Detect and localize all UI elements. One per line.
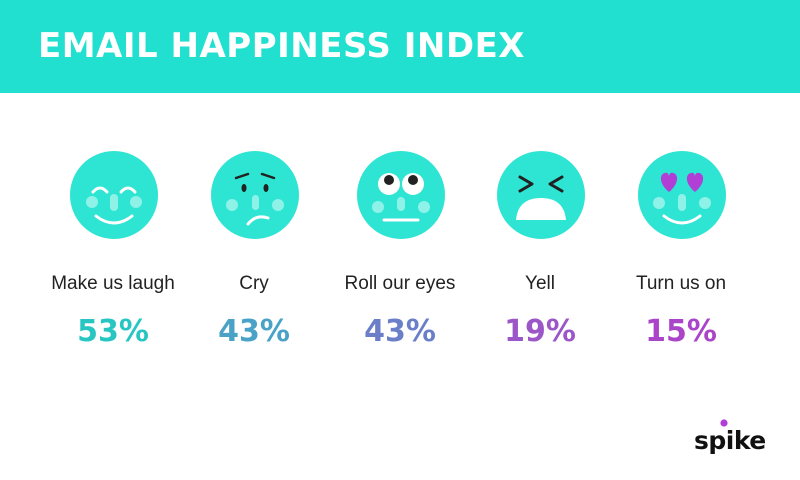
- eye-roll-face-icon: [357, 151, 445, 239]
- percentage-value: 15%: [645, 314, 717, 349]
- category-turn-us-on: Turn us on 15%: [606, 150, 756, 360]
- category-label: Yell: [525, 272, 555, 294]
- percentage-value: 43%: [218, 314, 290, 349]
- heart-eyes-face-icon: [638, 151, 726, 239]
- category-cry: Cry 43%: [179, 150, 329, 360]
- category-yell: Yell 19%: [465, 150, 615, 360]
- worried-face-icon: [211, 151, 299, 239]
- category-label: Turn us on: [635, 272, 727, 294]
- category-label: Make us laugh: [51, 272, 175, 294]
- percentage-value: 19%: [504, 314, 576, 349]
- category-label: Cry: [239, 272, 269, 294]
- category-make-us-laugh: Make us laugh 53%: [38, 150, 188, 360]
- logo-text: spike: [694, 426, 766, 455]
- laughing-face-icon: [70, 151, 158, 239]
- spike-logo: spike: [694, 419, 766, 455]
- header-banner: EMAIL HAPPINESS INDEX: [0, 0, 800, 93]
- percentage-value: 53%: [77, 314, 149, 349]
- page-title: EMAIL HAPPINESS INDEX: [38, 26, 526, 66]
- percentage-value: 43%: [364, 314, 436, 349]
- yelling-face-icon: [497, 151, 585, 239]
- category-label: Roll our eyes: [344, 272, 456, 294]
- category-roll-our-eyes: Roll our eyes 43%: [325, 150, 475, 360]
